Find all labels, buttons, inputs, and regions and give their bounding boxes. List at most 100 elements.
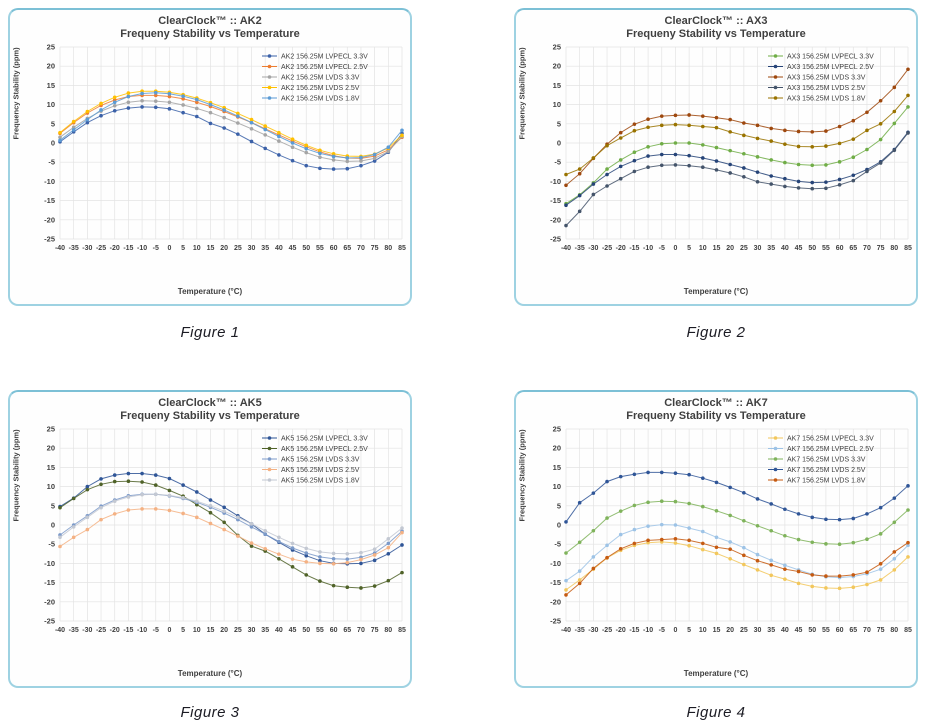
svg-text:20: 20 bbox=[726, 627, 734, 634]
svg-text:AK7 156.25M LVDS 2.5V: AK7 156.25M LVDS 2.5V bbox=[787, 467, 866, 474]
x-axis-label: Temperature (°C) bbox=[177, 669, 243, 678]
x-axis-label: Temperature (°C) bbox=[683, 669, 749, 678]
y-axis-label: Frequency Stability (ppm) bbox=[517, 47, 527, 140]
svg-text:25: 25 bbox=[47, 425, 55, 434]
svg-text:-20: -20 bbox=[616, 627, 626, 634]
svg-text:85: 85 bbox=[904, 627, 912, 634]
chart-title-block: ClearClock™ :: AK2 Frequeny Stability vs… bbox=[10, 10, 410, 41]
svg-text:40: 40 bbox=[275, 627, 283, 634]
svg-text:AK2 156.25M LVPECL 3.3V: AK2 156.25M LVPECL 3.3V bbox=[281, 54, 368, 61]
svg-text:20: 20 bbox=[553, 444, 561, 453]
svg-text:65: 65 bbox=[343, 245, 351, 252]
svg-text:-5: -5 bbox=[48, 158, 55, 167]
svg-text:-25: -25 bbox=[602, 627, 612, 634]
svg-text:80: 80 bbox=[384, 245, 392, 252]
svg-text:40: 40 bbox=[781, 245, 789, 252]
svg-text:15: 15 bbox=[553, 81, 561, 90]
svg-text:70: 70 bbox=[863, 627, 871, 634]
svg-text:75: 75 bbox=[371, 627, 379, 634]
svg-text:85: 85 bbox=[904, 245, 912, 252]
svg-text:45: 45 bbox=[289, 245, 297, 252]
svg-text:25: 25 bbox=[740, 245, 748, 252]
svg-text:80: 80 bbox=[890, 627, 898, 634]
svg-text:0: 0 bbox=[167, 627, 171, 634]
chart-title: ClearClock™ :: AK7 bbox=[664, 397, 768, 409]
svg-text:75: 75 bbox=[371, 245, 379, 252]
svg-text:70: 70 bbox=[863, 245, 871, 252]
svg-text:AK2 156.25M LVDS 3.3V: AK2 156.25M LVDS 3.3V bbox=[281, 75, 360, 82]
figure-caption-2: Figure 2 bbox=[686, 324, 746, 341]
svg-text:-40: -40 bbox=[55, 627, 65, 634]
svg-text:-10: -10 bbox=[44, 559, 55, 568]
svg-text:-40: -40 bbox=[561, 627, 571, 634]
chart-subtitle: Frequeny Stability vs Temperature bbox=[626, 410, 806, 422]
svg-text:-25: -25 bbox=[550, 617, 561, 626]
svg-text:50: 50 bbox=[302, 245, 310, 252]
svg-text:5: 5 bbox=[687, 627, 691, 634]
chart-subtitle: Frequeny Stability vs Temperature bbox=[120, 28, 300, 40]
svg-text:35: 35 bbox=[261, 245, 269, 252]
svg-text:25: 25 bbox=[47, 43, 55, 52]
svg-text:0: 0 bbox=[673, 627, 677, 634]
svg-text:0: 0 bbox=[557, 521, 561, 530]
y-axis-label: Frequency Stability (ppm) bbox=[517, 429, 527, 522]
chart-title-block: ClearClock™ :: AK5 Frequeny Stability vs… bbox=[10, 392, 410, 423]
svg-text:10: 10 bbox=[553, 100, 561, 109]
svg-text:-35: -35 bbox=[69, 627, 79, 634]
svg-text:20: 20 bbox=[220, 245, 228, 252]
svg-text:-40: -40 bbox=[55, 245, 65, 252]
svg-text:10: 10 bbox=[47, 100, 55, 109]
svg-text:-15: -15 bbox=[44, 578, 55, 587]
svg-text:10: 10 bbox=[193, 627, 201, 634]
svg-text:10: 10 bbox=[193, 245, 201, 252]
svg-text:AK7 156.25M LVDS 1.8V: AK7 156.25M LVDS 1.8V bbox=[787, 478, 866, 485]
svg-text:50: 50 bbox=[302, 627, 310, 634]
svg-text:-20: -20 bbox=[616, 245, 626, 252]
svg-text:85: 85 bbox=[398, 245, 406, 252]
svg-text:70: 70 bbox=[357, 245, 365, 252]
svg-text:-15: -15 bbox=[550, 196, 561, 205]
svg-text:60: 60 bbox=[836, 627, 844, 634]
svg-text:-5: -5 bbox=[659, 245, 665, 252]
svg-text:-5: -5 bbox=[554, 158, 561, 167]
svg-text:35: 35 bbox=[261, 627, 269, 634]
svg-text:-15: -15 bbox=[550, 578, 561, 587]
svg-text:20: 20 bbox=[47, 62, 55, 71]
svg-text:-25: -25 bbox=[550, 235, 561, 244]
svg-text:30: 30 bbox=[248, 245, 256, 252]
svg-text:30: 30 bbox=[754, 627, 762, 634]
svg-text:25: 25 bbox=[553, 425, 561, 434]
svg-text:AX3 156.25M LVPECL 2.5V: AX3 156.25M LVPECL 2.5V bbox=[787, 64, 874, 71]
svg-text:-5: -5 bbox=[554, 540, 561, 549]
svg-text:15: 15 bbox=[713, 627, 721, 634]
svg-text:-10: -10 bbox=[137, 627, 147, 634]
svg-text:65: 65 bbox=[849, 627, 857, 634]
svg-text:-20: -20 bbox=[550, 597, 561, 606]
svg-text:AK5 156.25M LVDS 2.5V: AK5 156.25M LVDS 2.5V bbox=[281, 467, 360, 474]
svg-text:-15: -15 bbox=[123, 627, 133, 634]
svg-text:70: 70 bbox=[357, 627, 365, 634]
svg-text:20: 20 bbox=[726, 245, 734, 252]
svg-text:15: 15 bbox=[553, 463, 561, 472]
svg-text:25: 25 bbox=[740, 627, 748, 634]
svg-text:AK2 156.25M LVDS 1.8V: AK2 156.25M LVDS 1.8V bbox=[281, 96, 360, 103]
svg-text:-15: -15 bbox=[44, 196, 55, 205]
svg-text:-35: -35 bbox=[575, 627, 585, 634]
svg-text:AK7 156.25M LVDS 3.3V: AK7 156.25M LVDS 3.3V bbox=[787, 457, 866, 464]
chart-title-block: ClearClock™ :: AK7 Frequeny Stability vs… bbox=[516, 392, 916, 423]
svg-text:45: 45 bbox=[795, 627, 803, 634]
chart-title: ClearClock™ :: AK5 bbox=[158, 397, 262, 409]
svg-text:-20: -20 bbox=[44, 597, 55, 606]
svg-text:5: 5 bbox=[687, 245, 691, 252]
svg-text:-30: -30 bbox=[588, 627, 598, 634]
svg-text:55: 55 bbox=[316, 627, 324, 634]
svg-text:AK2 156.25M LVPECL 2.5V: AK2 156.25M LVPECL 2.5V bbox=[281, 64, 368, 71]
svg-text:-10: -10 bbox=[44, 177, 55, 186]
y-axis-label: Frequency Stability (ppm) bbox=[11, 429, 21, 522]
chart-title: ClearClock™ :: AK2 bbox=[158, 15, 262, 27]
svg-text:0: 0 bbox=[51, 521, 55, 530]
svg-text:30: 30 bbox=[754, 245, 762, 252]
svg-text:40: 40 bbox=[781, 627, 789, 634]
svg-text:-25: -25 bbox=[602, 245, 612, 252]
